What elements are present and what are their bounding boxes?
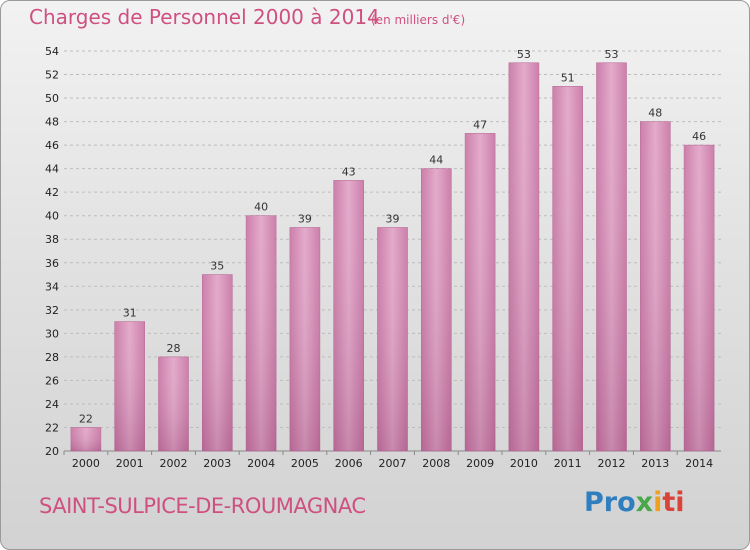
bar-shade-2001: [114, 321, 145, 451]
x-tick-label: 2013: [641, 457, 669, 470]
data-label-2004: 40: [254, 201, 268, 214]
bar-shade-2002: [158, 356, 189, 451]
x-tick-label: 2011: [554, 457, 582, 470]
bar-shade-2000: [70, 427, 101, 451]
data-label-2010: 53: [517, 48, 531, 61]
bar-shade-2007: [377, 227, 408, 451]
bar-shade-2003: [202, 274, 233, 451]
bar-shade-2009: [465, 133, 496, 451]
x-tick-label: 2000: [72, 457, 100, 470]
data-label-2002: 28: [167, 342, 181, 355]
y-tick-label: 54: [45, 45, 59, 58]
y-tick-label: 24: [45, 398, 59, 411]
bar-shade-2011: [552, 86, 583, 451]
y-tick-label: 38: [45, 233, 59, 246]
data-label-2008: 44: [429, 154, 443, 167]
data-label-2011: 51: [561, 71, 575, 84]
bar-shade-2006: [333, 180, 364, 452]
x-tick-label: 2007: [379, 457, 407, 470]
y-tick-label: 42: [45, 186, 59, 199]
y-tick-label: 48: [45, 116, 59, 129]
bar-shade-2004: [246, 215, 277, 451]
bar-shade-2013: [640, 121, 671, 452]
bar-shade-2010: [508, 62, 539, 451]
x-tick-label: 2008: [422, 457, 450, 470]
y-tick-label: 52: [45, 69, 59, 82]
y-tick-label: 26: [45, 374, 59, 387]
data-label-2005: 39: [298, 212, 312, 225]
y-tick-label: 22: [45, 421, 59, 434]
proxiti-logo[interactable]: Proxiti: [584, 487, 685, 518]
chart-title: Charges de Personnel 2000 à 2014: [29, 5, 380, 29]
x-tick-label: 2002: [160, 457, 188, 470]
bar-shade-2014: [684, 145, 715, 451]
y-tick-label: 50: [45, 92, 59, 105]
x-tick-label: 2001: [116, 457, 144, 470]
x-tick-label: 2009: [466, 457, 494, 470]
bar-shade-2012: [596, 62, 627, 451]
bar-shade-2005: [289, 227, 320, 451]
data-label-2013: 48: [648, 107, 662, 120]
y-tick-label: 36: [45, 257, 59, 270]
data-label-2006: 43: [342, 165, 356, 178]
location-name: SAINT-SULPICE-DE-ROUMAGNAC: [39, 494, 366, 518]
y-tick-label: 40: [45, 210, 59, 223]
data-label-2012: 53: [605, 48, 619, 61]
data-label-2007: 39: [386, 212, 400, 225]
x-tick-label: 2004: [247, 457, 275, 470]
x-tick-label: 2012: [598, 457, 626, 470]
chart-unit: (en milliers d'€): [371, 13, 466, 27]
y-tick-label: 28: [45, 351, 59, 364]
y-tick-label: 30: [45, 327, 59, 340]
data-label-2001: 31: [123, 307, 137, 320]
y-tick-label: 20: [45, 445, 59, 458]
data-label-2003: 35: [210, 260, 224, 273]
bar-shade-2008: [421, 168, 452, 451]
x-tick-label: 2014: [685, 457, 713, 470]
y-tick-label: 32: [45, 304, 59, 317]
x-tick-label: 2006: [335, 457, 363, 470]
data-label-2000: 22: [79, 412, 93, 425]
y-tick-label: 46: [45, 139, 59, 152]
y-tick-label: 44: [45, 163, 59, 176]
data-label-2009: 47: [473, 118, 487, 131]
x-tick-label: 2003: [203, 457, 231, 470]
x-tick-label: 2005: [291, 457, 319, 470]
data-label-2014: 46: [692, 130, 706, 143]
y-tick-label: 34: [45, 280, 59, 293]
x-tick-label: 2010: [510, 457, 538, 470]
